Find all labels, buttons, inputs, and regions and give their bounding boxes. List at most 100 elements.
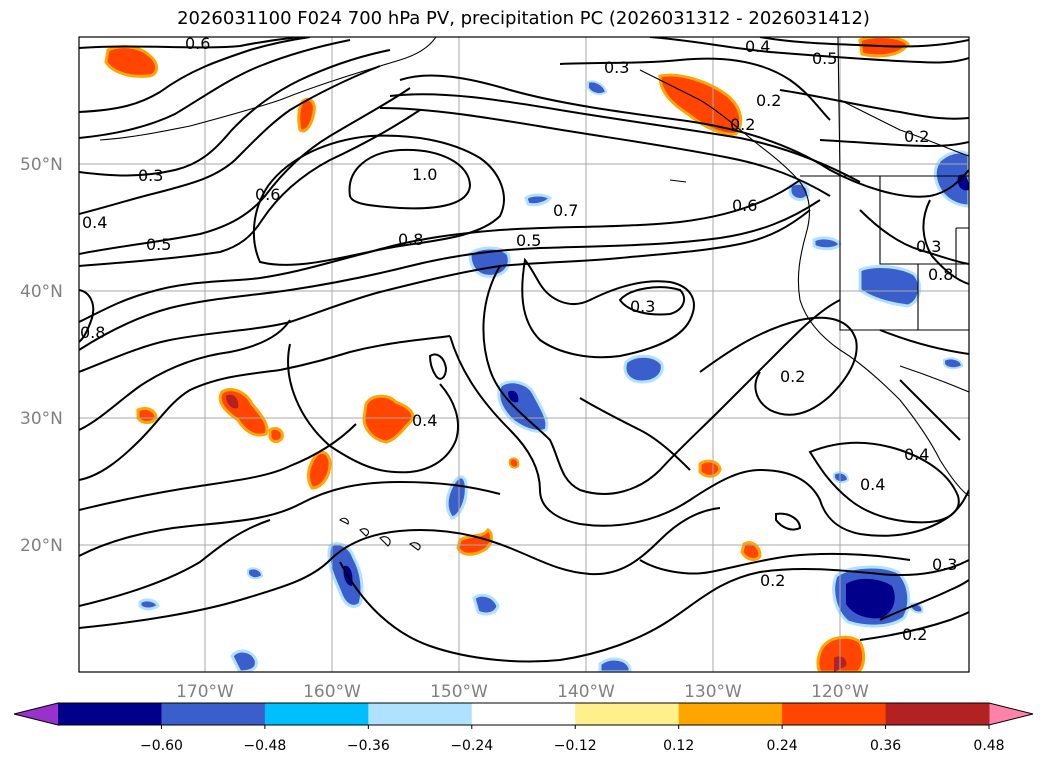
colorbar-tick-label: 0.24: [767, 738, 798, 754]
precip-neg-area: [524, 193, 553, 207]
contour-label: 0.5: [146, 235, 171, 254]
colorbar-segment: [368, 703, 473, 725]
pv-contour: [79, 199, 821, 351]
contour-label: 0.2: [760, 571, 785, 590]
pv-contour: [899, 379, 961, 441]
contour-label: 1.0: [412, 165, 437, 184]
pv-contour: [79, 480, 501, 557]
pv-contour: [79, 423, 357, 511]
longitude-labels: 170°W 160°W 150°W 140°W 130°W 120°W: [176, 682, 869, 702]
pv-contour: [79, 507, 721, 629]
pv-contour: [428, 353, 448, 380]
precip-pos-area: [297, 97, 316, 133]
pv-contour: [379, 107, 831, 197]
pv-contour: [79, 87, 411, 255]
precip-neg-area: [587, 80, 608, 96]
contour-label: 0.4: [904, 445, 929, 464]
contour-label: 0.3: [630, 297, 655, 316]
contour-label: 0.2: [730, 115, 755, 134]
lat-tick-label: 30°N: [20, 409, 63, 429]
pv-contour: [521, 257, 695, 359]
pv-contour: [922, 199, 969, 285]
colorbar-tick-label: 0.48: [973, 738, 1004, 754]
contour-label: 0.5: [516, 231, 541, 250]
coastline: [839, 99, 969, 157]
pv-contour: [618, 286, 686, 316]
colorbar-segment: [575, 703, 680, 725]
lon-tick-label: 150°W: [430, 682, 488, 702]
pv-contour: [389, 93, 861, 183]
contour-labels: 0.6 0.5 0.4 0.3 0.2 0.2 0.3 0.6 0.4 0.5 …: [80, 34, 957, 644]
pv-contour: [819, 139, 969, 148]
pv-contour: [79, 65, 381, 215]
island: [669, 179, 687, 183]
pv-contour: [879, 329, 969, 355]
precip-pos-area: [306, 450, 332, 490]
pv-contour: [449, 335, 969, 537]
pv-contour: [649, 37, 969, 64]
pv-contour: [79, 289, 95, 343]
latitude-labels: 50°N 40°N 30°N 20°N: [20, 155, 63, 556]
pv-contour: [859, 611, 969, 641]
coastlines: [99, 37, 969, 551]
pv-contour: [79, 319, 291, 431]
pv-contour: [339, 559, 969, 663]
contour-label: 0.5: [812, 49, 837, 68]
contour-label: 0.2: [780, 367, 805, 386]
colorbar-tick-label: −0.24: [450, 738, 493, 754]
contour-label: 0.4: [860, 475, 885, 494]
pv-contour: [252, 134, 505, 266]
pv-contour: [559, 57, 831, 121]
contour-label: 0.6: [255, 185, 280, 204]
pv-contour: [759, 37, 969, 48]
contour-label: 0.4: [82, 213, 107, 232]
map-frame: [78, 36, 970, 673]
colorbar-tick-label: 0.12: [663, 738, 694, 754]
precip-pos-area: [136, 406, 158, 424]
lon-tick-label: 130°W: [684, 682, 742, 702]
contour-label: 0.3: [138, 166, 163, 185]
precip-neg-area: [943, 357, 964, 370]
contour-label: 0.2: [904, 127, 929, 146]
pv-contours: [79, 37, 969, 663]
contour-label: 0.2: [756, 91, 781, 110]
contour-label: 0.3: [932, 555, 957, 574]
pv-contour: [79, 179, 801, 323]
colorbar-segment: [58, 703, 162, 725]
pv-contour: [639, 552, 911, 575]
colorbar-tick-label: −0.36: [347, 738, 390, 754]
precip-pos-area: [268, 426, 284, 444]
colorbar: −0.60 −0.48 −0.36 −0.24 −0.12 0.12 0.24 0.36 0.4…: [13, 702, 1034, 754]
precip-pos-area: [362, 394, 415, 444]
pv-contour: [808, 441, 960, 524]
pv-contour: [879, 579, 969, 621]
precip-neg-area: [833, 471, 850, 484]
contour-label: 0.8: [398, 230, 423, 249]
pv-contour: [79, 49, 391, 177]
border: [955, 227, 969, 278]
lat-tick-label: 20°N: [20, 536, 63, 556]
coastline: [639, 69, 969, 497]
precip-neg-area: [472, 593, 500, 616]
contour-label: 0.4: [412, 411, 437, 430]
pv-contour: [579, 397, 691, 471]
border: [839, 176, 969, 331]
precip-pos-max: [226, 394, 239, 409]
border: [879, 176, 969, 265]
pv-contour: [399, 74, 969, 198]
colorbar-tick-label: 0.36: [870, 738, 901, 754]
pv-contour: [79, 519, 271, 607]
pv-contour: [775, 512, 802, 531]
colorbar-segment: [678, 703, 783, 725]
pv-contour: [79, 209, 811, 373]
precip-neg-area: [812, 236, 842, 251]
precip-neg-max: [846, 578, 895, 619]
precip-pos-area: [816, 635, 866, 672]
colorbar-extend-high: [989, 703, 1033, 725]
precip-neg-area: [598, 657, 632, 672]
colorbar-tick-label: −0.60: [140, 738, 183, 754]
border: [899, 365, 969, 393]
precip-neg-area: [623, 354, 664, 384]
colorbar-extend-low: [14, 703, 58, 725]
contour-label: 0.2: [902, 625, 927, 644]
